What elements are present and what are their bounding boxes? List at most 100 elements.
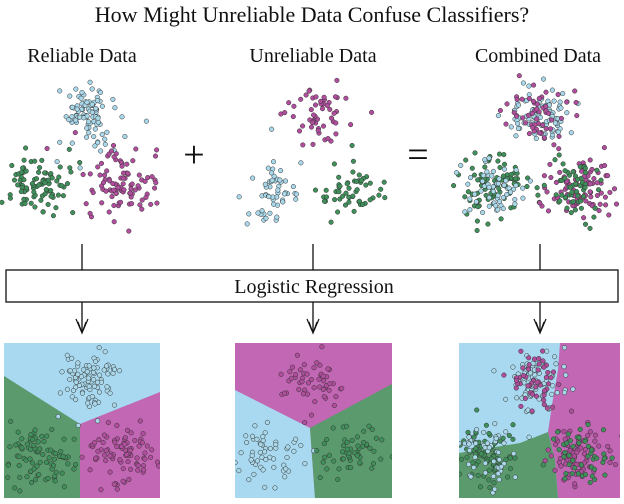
scatter-point	[288, 375, 294, 381]
scatter-point	[124, 427, 131, 433]
scatter-point	[324, 466, 330, 472]
scatter-point	[45, 475, 51, 481]
scatter-point	[67, 165, 73, 171]
scatter-point	[575, 471, 581, 477]
scatter-point	[492, 421, 498, 427]
scatter-point	[274, 214, 280, 220]
scatter-point	[296, 386, 302, 393]
scatter-point	[583, 198, 589, 204]
scatter-point	[533, 393, 540, 399]
scatter-point	[89, 86, 95, 92]
scatter-point	[136, 172, 142, 178]
scatter-point	[594, 192, 600, 199]
scatter-point	[95, 98, 101, 104]
scatter-point	[235, 460, 238, 466]
scatter-point	[591, 466, 598, 472]
scatter-point	[298, 160, 304, 166]
scatter-point	[325, 136, 331, 142]
scatter-point	[321, 393, 327, 400]
scatter-point	[298, 334, 303, 339]
scatter-point	[11, 177, 18, 183]
scatter-point	[512, 196, 518, 203]
scatter-point	[142, 178, 148, 184]
scatter-point	[491, 368, 497, 374]
scatter-point	[472, 150, 478, 156]
scatter-point	[105, 419, 111, 426]
scatter-point	[258, 441, 264, 447]
scatter-point	[570, 457, 576, 463]
scatter-point	[336, 466, 342, 472]
scatter-point	[540, 358, 546, 364]
scatter-point	[568, 408, 575, 414]
scatter-point	[587, 429, 593, 435]
scatter-point	[567, 438, 573, 444]
scatter-point	[530, 98, 536, 104]
scatter-point	[451, 183, 457, 189]
scatter-point	[575, 176, 581, 182]
scatter-point	[501, 182, 507, 188]
scatter-point	[110, 96, 116, 102]
scatter-point	[90, 190, 96, 196]
scatter-point	[562, 476, 568, 482]
scatter-point	[69, 394, 75, 400]
scatter-point	[27, 456, 33, 462]
scatter-point	[520, 80, 526, 86]
scatter-point	[346, 450, 352, 456]
scatter-point	[271, 464, 277, 470]
scatter-point	[556, 152, 562, 158]
scatter-point	[70, 388, 77, 394]
scatter-point	[249, 433, 256, 439]
scatter-point	[573, 181, 579, 187]
scatter-point	[520, 115, 526, 121]
scatter-point	[557, 169, 563, 175]
scatter-point	[327, 381, 333, 387]
scatter-point	[122, 435, 128, 441]
scatter-point	[486, 430, 492, 437]
scatter-point	[310, 141, 316, 147]
scatter-point	[141, 467, 147, 473]
scatter-point	[555, 129, 561, 135]
scatter-point	[465, 181, 471, 187]
scatter-point	[72, 130, 78, 136]
scatter-point	[51, 456, 57, 462]
scatter-point	[98, 487, 104, 493]
scatter-point	[43, 187, 49, 193]
scatter-point	[275, 187, 281, 193]
scatter-point	[108, 148, 115, 154]
scatter-point	[353, 178, 360, 184]
scatter-point	[104, 363, 110, 369]
scatter-point	[311, 112, 317, 118]
scatter-point	[273, 441, 279, 448]
scatter-point	[32, 158, 38, 164]
logistic-regression-box	[5, 269, 619, 303]
scatter-point	[325, 366, 331, 372]
scatter-point	[254, 458, 261, 464]
scatter-point	[605, 173, 611, 179]
scatter-point	[249, 453, 255, 459]
scatter-point	[333, 131, 339, 137]
scatter-point	[24, 441, 30, 447]
scatter-point	[587, 189, 593, 195]
scatter-point	[581, 193, 587, 200]
scatter-point	[371, 448, 377, 454]
scatter-point	[92, 126, 98, 132]
scatter-point	[75, 360, 81, 366]
scatter-point	[512, 176, 518, 182]
scatter-point	[340, 449, 346, 455]
scatter-point	[466, 447, 473, 453]
scatter-point	[555, 429, 561, 435]
scatter-point	[453, 170, 460, 176]
scatter-point	[56, 174, 62, 180]
combined-decision-regions	[459, 343, 620, 498]
scatter-point	[125, 170, 131, 176]
scatter-point	[361, 439, 367, 446]
scatter-point	[536, 130, 542, 136]
scatter-point	[118, 199, 124, 205]
scatter-point	[327, 106, 333, 112]
scatter-point	[343, 190, 349, 196]
scatter-point	[37, 446, 43, 452]
scatter-point	[96, 436, 102, 443]
scatter-point	[548, 453, 554, 459]
scatter-point	[19, 445, 25, 451]
